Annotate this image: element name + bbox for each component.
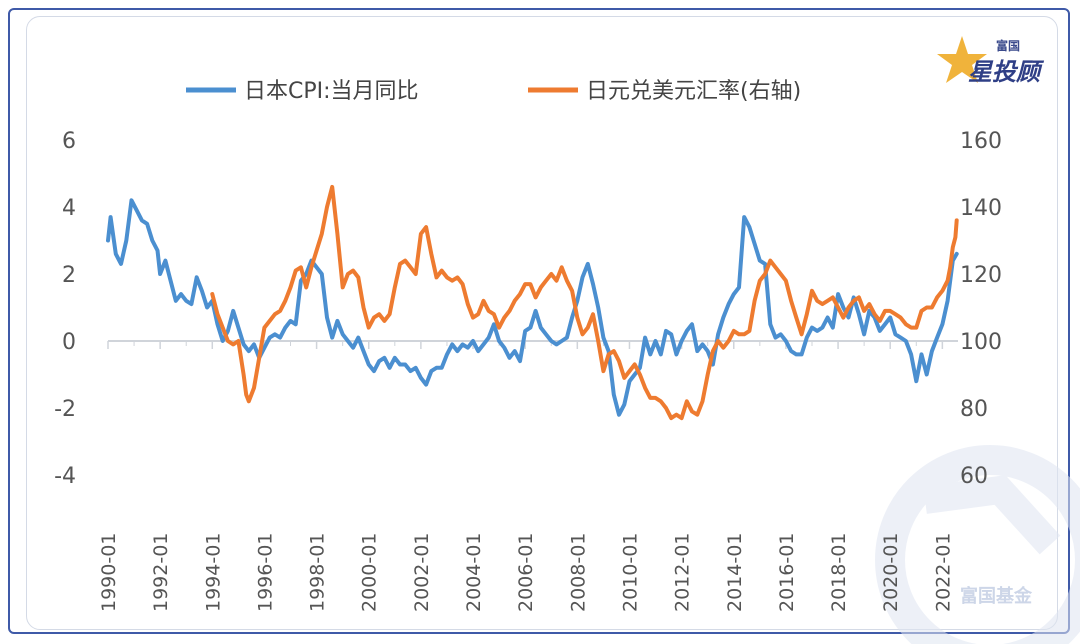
x-tick-label: 1994-01	[202, 533, 224, 612]
series-lines	[106, 184, 959, 421]
logo-big-text: 星投顾	[968, 58, 1045, 86]
x-tick-label: 2002-01	[411, 533, 433, 612]
y-right-tick-label: 60	[960, 464, 988, 489]
y-left-tick-label: -2	[54, 397, 76, 422]
logo: 富国 星投顾	[937, 36, 1045, 86]
y-left-tick-label: -4	[54, 464, 76, 489]
y-left-tick-label: 4	[62, 196, 76, 221]
x-tick-label: 1998-01	[307, 533, 329, 612]
x-tick-label: 2006-01	[515, 533, 537, 612]
watermark-logo-icon	[875, 445, 1080, 644]
series-line-cpi	[106, 198, 959, 417]
tick-labels: 1990-01 1992-01 1994-01 1996-01 1998-01 2000-…	[54, 129, 1002, 612]
x-tick-label: 1992-01	[150, 533, 172, 612]
series-line-fx	[210, 184, 959, 421]
x-tick-label: 2008-01	[567, 533, 589, 612]
logo-small-text: 富国	[996, 38, 1020, 53]
x-tick-label: 1990-01	[98, 533, 120, 612]
x-tick-label: 2020-01	[880, 533, 902, 612]
y-right-tick-label: 100	[960, 330, 1002, 355]
x-tick-label: 2012-01	[672, 533, 694, 612]
legend: 日本CPI:当月同比 日元兑美元汇率(右轴)	[186, 79, 801, 104]
legend-label-cpi: 日本CPI:当月同比	[244, 79, 419, 104]
x-tick-label: 2010-01	[619, 533, 641, 612]
x-tick-label: 2016-01	[776, 533, 798, 612]
star-icon	[937, 36, 987, 83]
x-tick-label: 2000-01	[359, 533, 381, 612]
y-right-tick-label: 80	[960, 397, 988, 422]
y-left-tick-label: 6	[62, 129, 76, 154]
y-right-tick-label: 120	[960, 263, 1002, 288]
legend-label-fx: 日元兑美元汇率(右轴)	[586, 79, 801, 104]
x-tick-label: 2014-01	[724, 533, 746, 612]
y-right-tick-label: 160	[960, 129, 1002, 154]
y-left-tick-label: 0	[62, 330, 76, 355]
x-tick-label: 2018-01	[828, 533, 850, 612]
x-tick-label: 2004-01	[463, 533, 485, 612]
x-tick-label: 1996-01	[254, 533, 276, 612]
watermark-text: 富国基金	[960, 585, 1033, 607]
x-tick-label: 2022-01	[932, 533, 954, 612]
y-right-tick-label: 140	[960, 196, 1002, 221]
y-left-tick-label: 2	[62, 263, 76, 288]
